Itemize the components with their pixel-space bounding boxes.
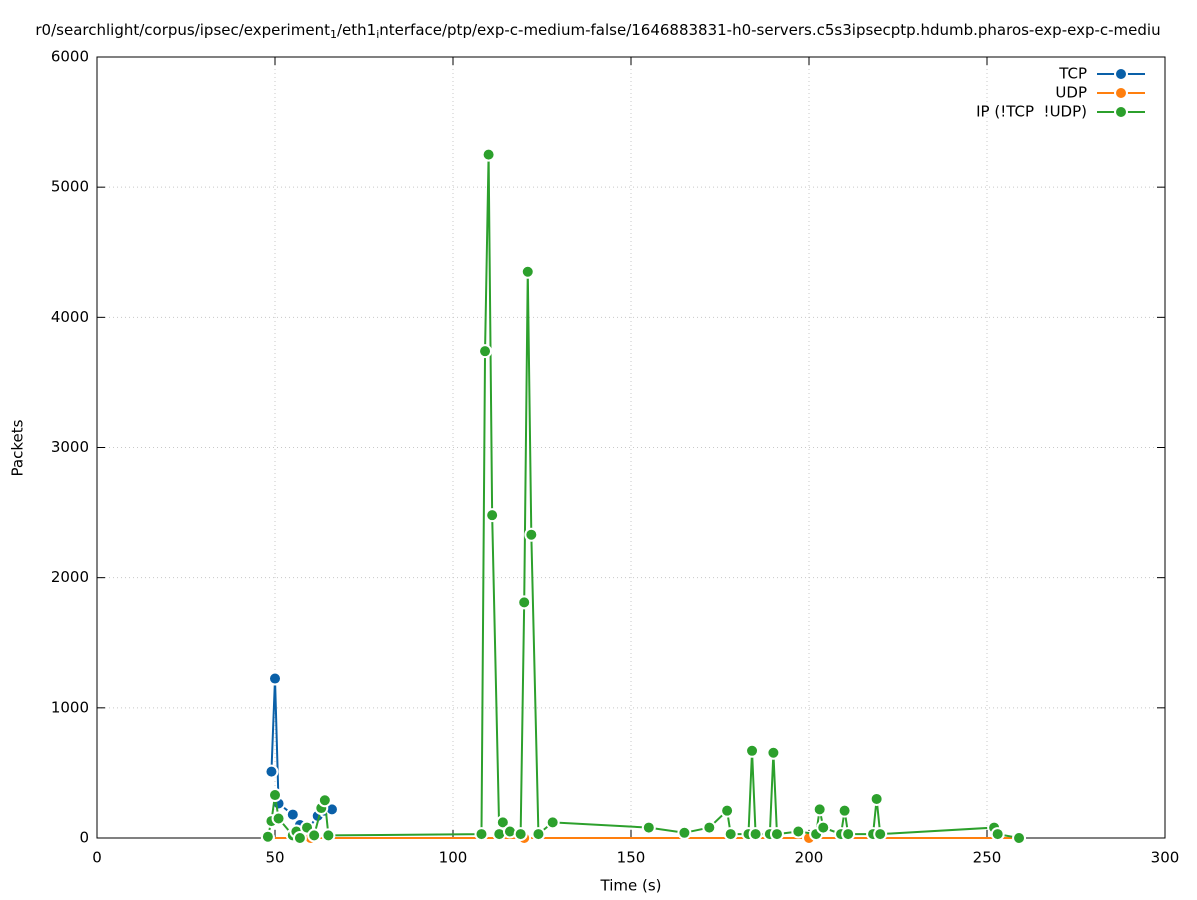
data-point — [495, 815, 510, 830]
data-point — [723, 827, 738, 842]
y-axis-label: Packets — [9, 419, 27, 476]
data-point — [812, 802, 827, 817]
data-point — [841, 827, 856, 842]
legend-label: UDP — [1055, 84, 1087, 102]
data-point — [520, 264, 535, 279]
y-tick-label: 1000 — [51, 698, 89, 716]
title-subscript: 1 — [330, 28, 337, 41]
data-point — [545, 815, 560, 830]
data-point — [285, 807, 300, 822]
data-point — [481, 147, 496, 162]
x-tick-label: 300 — [1151, 849, 1180, 867]
x-axis-label: Time (s) — [600, 877, 662, 895]
data-point — [271, 811, 286, 826]
data-point — [1012, 831, 1027, 845]
data-point — [869, 791, 884, 806]
y-tick-label: 5000 — [51, 178, 89, 196]
data-point — [769, 827, 784, 842]
data-point — [307, 828, 322, 843]
legend-marker — [1114, 105, 1128, 119]
data-point — [791, 824, 806, 839]
x-tick-label: 250 — [973, 849, 1002, 867]
legend-label: IP (!TCP !UDP) — [976, 103, 1087, 121]
data-point — [474, 827, 489, 842]
y-tick-label: 2000 — [51, 568, 89, 586]
data-point — [517, 595, 532, 610]
data-point — [816, 820, 831, 835]
data-point — [292, 831, 307, 845]
data-point — [677, 825, 692, 840]
data-point — [720, 803, 735, 818]
legend-marker — [1114, 86, 1128, 100]
x-tick-label: 200 — [795, 849, 824, 867]
data-point — [748, 827, 763, 842]
data-point — [478, 344, 493, 359]
chart-title: r0/searchlight/corpus/ipsec/experiment1/… — [35, 21, 1160, 42]
data-point — [260, 829, 275, 844]
data-point — [513, 827, 528, 842]
data-point — [641, 820, 656, 835]
data-point — [268, 788, 282, 803]
data-point — [531, 827, 546, 842]
x-tick-label: 0 — [92, 849, 102, 867]
x-tick-label: 100 — [439, 849, 468, 867]
data-point — [837, 803, 852, 818]
x-tick-label: 150 — [617, 849, 646, 867]
data-point — [264, 764, 279, 779]
data-point — [321, 828, 336, 843]
data-point — [317, 793, 332, 808]
title-part: /eth1 — [337, 21, 376, 39]
data-point — [524, 527, 539, 542]
data-point — [268, 671, 282, 686]
y-tick-label: 4000 — [51, 308, 89, 326]
y-tick-label: 0 — [79, 829, 89, 847]
legend-label: TCP — [1058, 65, 1087, 83]
title-subscript: i — [376, 28, 379, 41]
x-tick-label: 50 — [265, 849, 284, 867]
data-point — [485, 508, 500, 523]
data-point — [702, 820, 717, 835]
title-part: r0/searchlight/corpus/ipsec/experiment — [35, 21, 330, 39]
data-point — [745, 743, 760, 758]
y-tick-label: 6000 — [51, 48, 89, 66]
data-point — [766, 745, 781, 760]
data-point — [873, 827, 888, 842]
title-part: nterface/ptp/exp-c-medium-false/16468838… — [379, 21, 1160, 39]
y-tick-label: 3000 — [51, 438, 89, 456]
legend-marker — [1114, 67, 1128, 81]
data-point — [990, 827, 1005, 842]
